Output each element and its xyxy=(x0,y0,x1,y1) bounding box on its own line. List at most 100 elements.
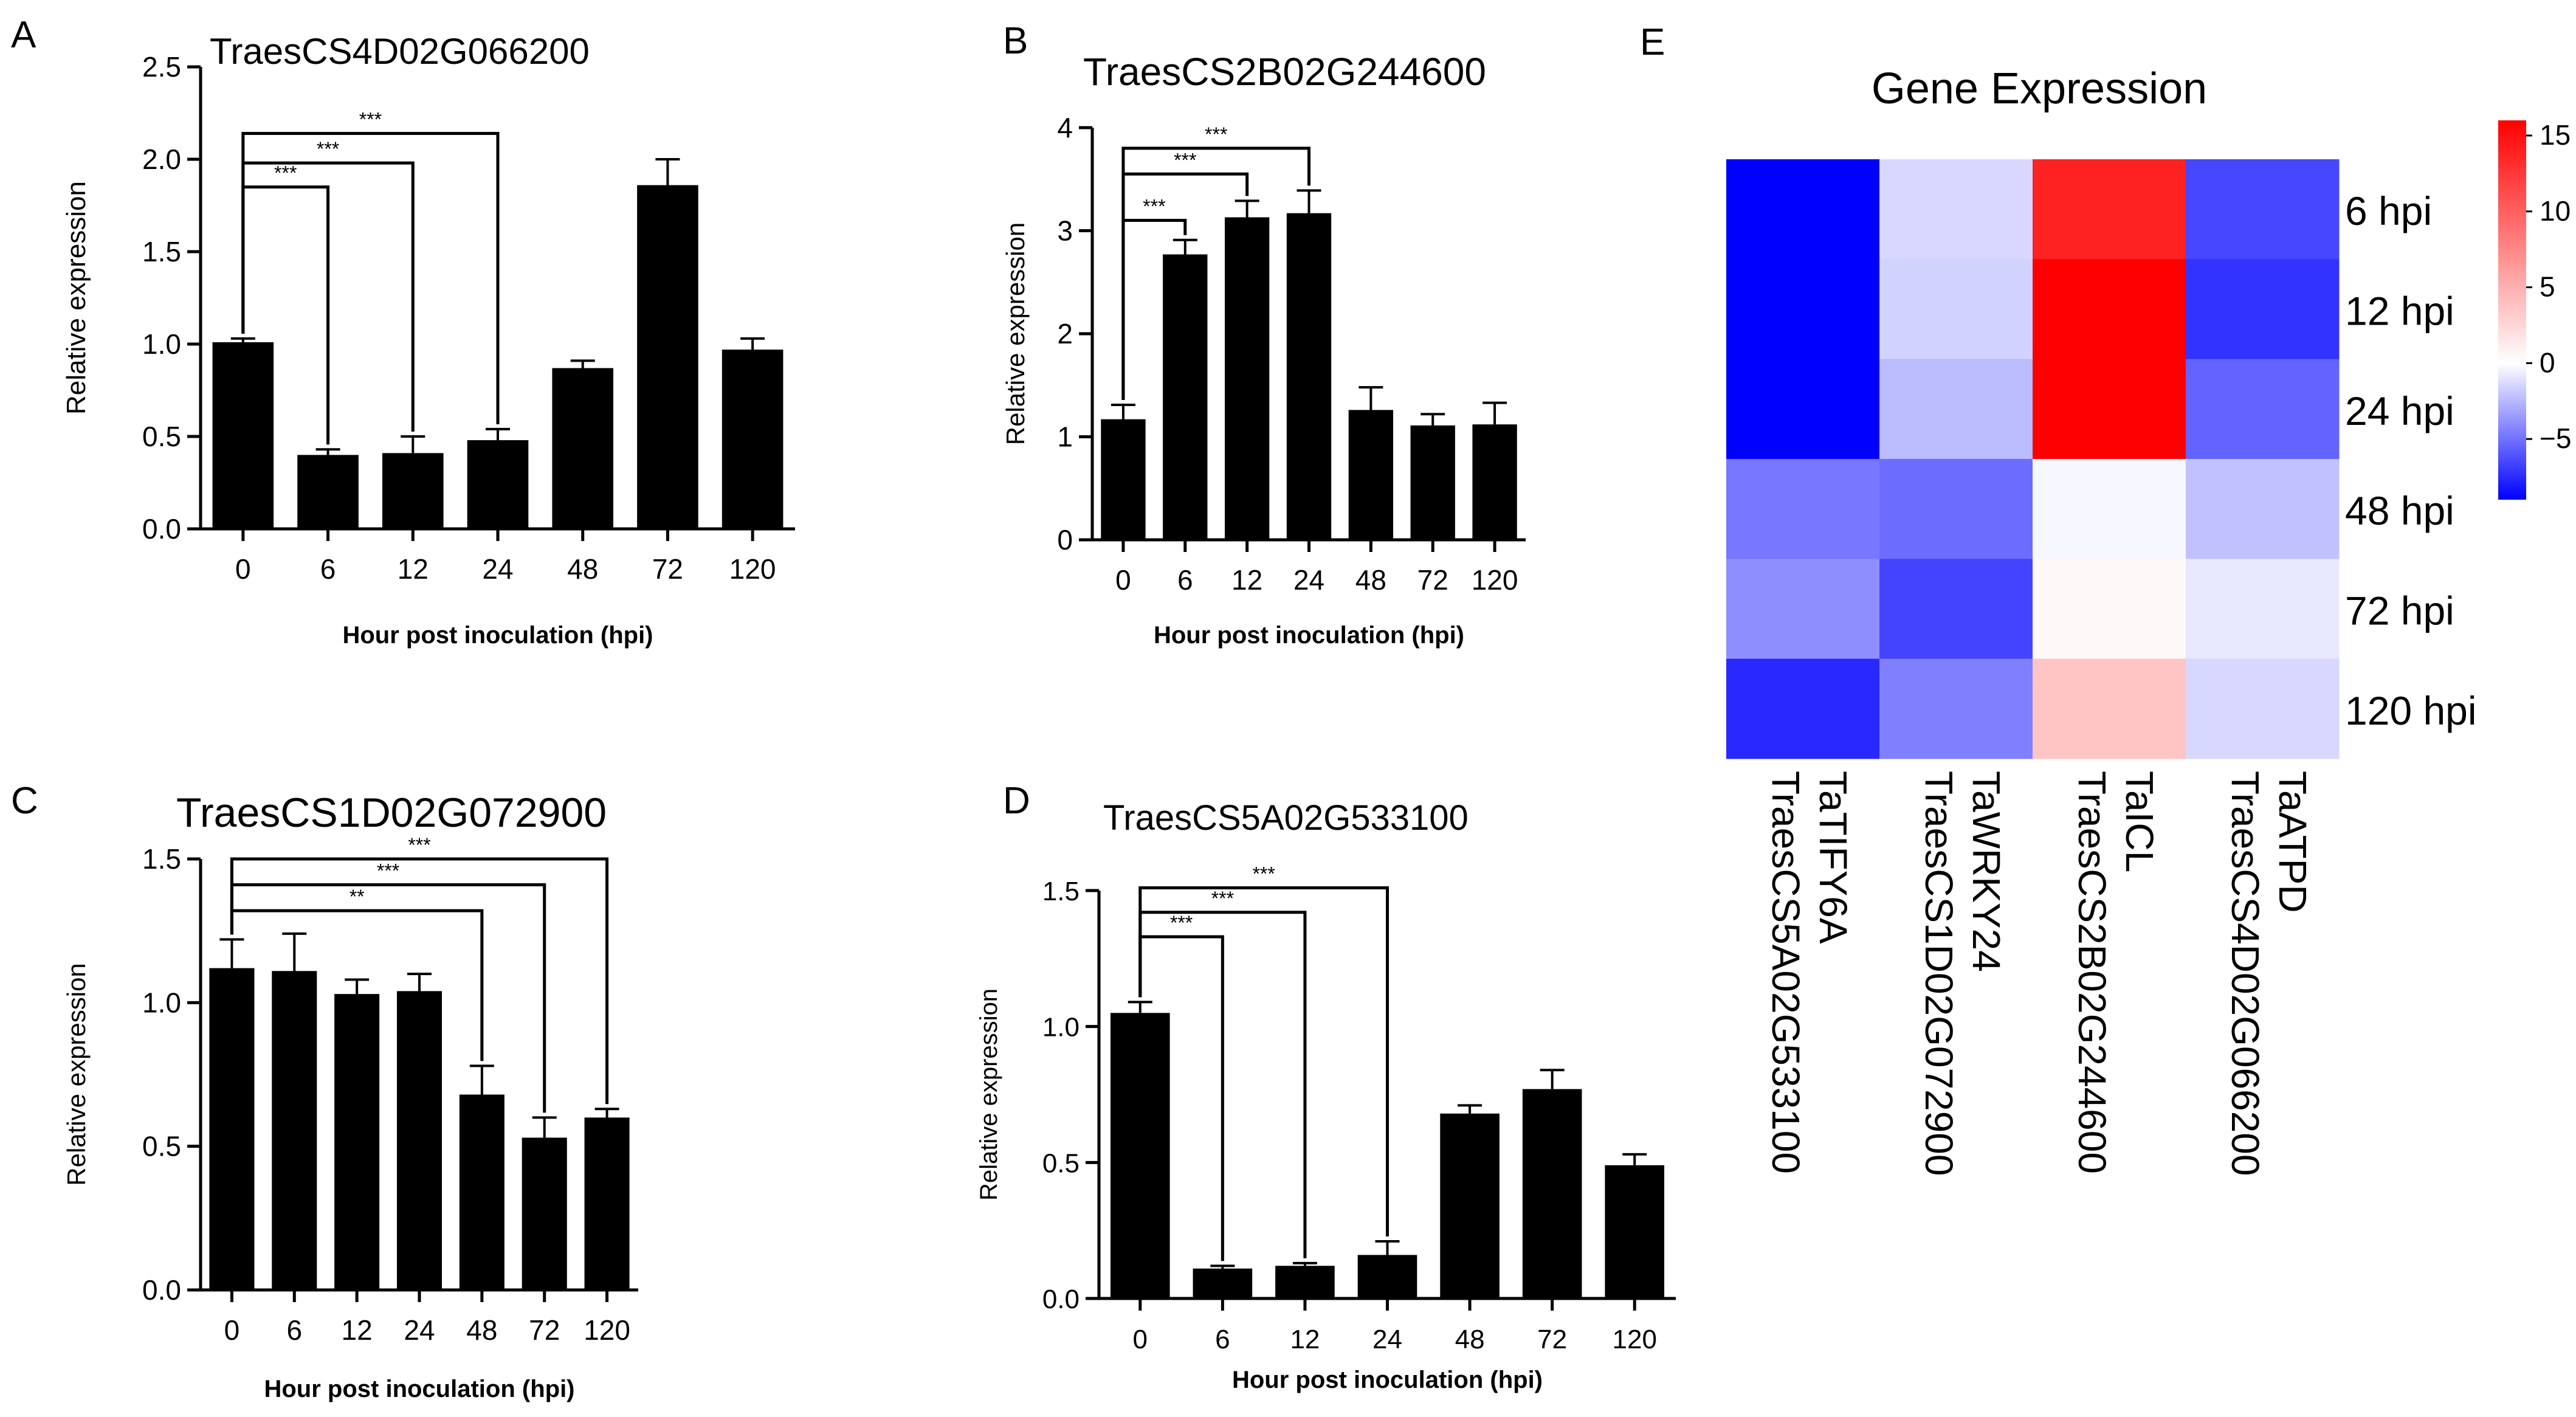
x-axis-label: Hour post inoculation (hpi) xyxy=(1232,1367,1543,1393)
y-axis-label: Relative expression xyxy=(976,988,1002,1201)
heatmap-cell xyxy=(2033,559,2186,660)
significance-bracket xyxy=(1121,147,1310,400)
x-tick-label: 6 xyxy=(320,553,336,585)
significance-label: *** xyxy=(1252,863,1275,885)
bar xyxy=(1357,1255,1417,1298)
x-axis-label: Hour post inoculation (hpi) xyxy=(1154,622,1464,649)
x-tick-label: 72 xyxy=(1417,564,1448,596)
y-tick-label: 3 xyxy=(1057,215,1073,247)
y-tick-label: 1 xyxy=(1057,421,1073,453)
heatmap-cell xyxy=(1726,559,1880,660)
bar xyxy=(459,1094,505,1290)
heatmap-column-name: TaTIFY6A xyxy=(1811,771,1855,944)
heatmap-panel-e: Gene Expression 6 hpi 12 hpi 24 hpi 48 hpi 7… xyxy=(1726,64,2571,1176)
x-tick-label: 6 xyxy=(1177,564,1193,596)
bar xyxy=(552,368,614,529)
heatmap-cell xyxy=(2033,658,2186,759)
y-tick-label: 0.0 xyxy=(142,1274,181,1306)
heatmap-cell xyxy=(1879,559,2033,660)
bar xyxy=(1275,1266,1335,1298)
bar xyxy=(1163,254,1208,540)
bar xyxy=(1110,1013,1170,1298)
bar xyxy=(209,968,255,1290)
x-tick-label: 120 xyxy=(729,553,776,585)
x-tick-label: 0 xyxy=(235,553,251,585)
heatmap-cell xyxy=(1879,658,2033,759)
panel-letter-c: C xyxy=(11,780,38,822)
x-tick-label: 12 xyxy=(398,553,429,585)
y-tick-label: 0.0 xyxy=(1042,1284,1080,1314)
significance-label: *** xyxy=(1205,123,1227,145)
panel-letter-a: A xyxy=(11,14,36,56)
heatmap-cell xyxy=(2186,459,2340,559)
bar xyxy=(272,971,317,1290)
x-tick-label: 72 xyxy=(1537,1325,1567,1354)
y-tick-label: 1.0 xyxy=(142,987,181,1018)
bar xyxy=(1224,217,1270,540)
y-tick-label: 1.5 xyxy=(142,236,181,267)
heatmap-column-name: TaWRKY24 xyxy=(1965,771,2008,972)
significance-bracket xyxy=(230,857,609,1105)
x-tick-label: 72 xyxy=(529,1314,560,1346)
x-tick-label: 0 xyxy=(224,1314,240,1346)
significance-label: *** xyxy=(1211,888,1234,909)
x-tick-label: 6 xyxy=(286,1314,302,1346)
y-tick-label: 2.0 xyxy=(142,143,181,175)
panel-letter-e: E xyxy=(1640,21,1665,63)
bar xyxy=(1472,424,1517,540)
x-tick-label: 120 xyxy=(1472,564,1518,596)
y-axis-label: Relative expression xyxy=(1001,222,1030,446)
significance-label: *** xyxy=(408,834,430,856)
heatmap-cell xyxy=(2186,658,2340,759)
chart-title: TraesCS1D02G072900 xyxy=(176,790,607,836)
heatmap-cell xyxy=(2186,159,2340,260)
heatmap-cell xyxy=(1726,259,1880,360)
y-tick-label: 1.0 xyxy=(1042,1013,1080,1043)
heatmap-column-name: TaATPD xyxy=(2271,771,2315,913)
bar xyxy=(1193,1268,1253,1298)
x-axis-label: Hour post inoculation (hpi) xyxy=(264,1376,574,1402)
x-tick-label: 0 xyxy=(1115,564,1131,596)
bar xyxy=(297,455,359,529)
chart-panel-c: TraesCS1D02G072900 0.0 0.5 1.0 1.5 0 6 12 24 48 72… xyxy=(62,790,638,1402)
y-tick-label: 2 xyxy=(1057,318,1073,350)
chart-panel-a: TraesCS4D02G066200 0.0 0.5 1.0 1.5 2.0 2.5 0 6 12… xyxy=(61,31,795,649)
heatmap-cell xyxy=(2033,359,2186,460)
heatmap-cell xyxy=(2186,359,2340,460)
colorbar-tick-label: 5 xyxy=(2540,271,2555,303)
heatmap-cell xyxy=(1879,159,2033,260)
y-tick-label: 1.5 xyxy=(142,843,181,875)
chart-title: TraesCS5A02G533100 xyxy=(1103,798,1469,838)
bar xyxy=(1605,1165,1665,1298)
x-tick-label: 12 xyxy=(1231,564,1262,596)
heatmap-cell xyxy=(2033,459,2186,559)
y-tick-label: 0.5 xyxy=(142,1131,181,1162)
heatmap-cell xyxy=(1726,658,1880,759)
bar xyxy=(396,991,443,1290)
y-tick-label: 4 xyxy=(1057,112,1073,143)
significance-label: ** xyxy=(350,886,365,908)
y-tick-label: 2.5 xyxy=(142,51,181,83)
heatmap-row-label: 12 hpi xyxy=(2345,289,2454,334)
bar xyxy=(1522,1089,1582,1298)
x-tick-label: 24 xyxy=(1372,1325,1402,1354)
heatmap-cell xyxy=(1726,459,1880,559)
heatmap-cell xyxy=(2186,259,2340,360)
heatmap-cell xyxy=(1879,459,2033,559)
bar xyxy=(1101,419,1146,540)
colorbar xyxy=(2498,120,2526,500)
x-tick-label: 24 xyxy=(482,553,513,585)
x-tick-label: 24 xyxy=(1293,564,1324,596)
x-tick-label: 6 xyxy=(1215,1325,1230,1354)
colorbar-tick-label: 10 xyxy=(2540,195,2571,227)
heatmap-cell xyxy=(1879,359,2033,460)
y-axis-label: Relative expression xyxy=(61,181,91,415)
heatmap-cell xyxy=(2033,159,2186,260)
heatmap-cell xyxy=(1726,159,1880,260)
heatmap-row-label: 6 hpi xyxy=(2345,188,2432,233)
chart-title: TraesCS2B02G244600 xyxy=(1083,50,1486,94)
significance-label: *** xyxy=(359,108,382,130)
y-tick-label: 0.5 xyxy=(1042,1148,1080,1178)
